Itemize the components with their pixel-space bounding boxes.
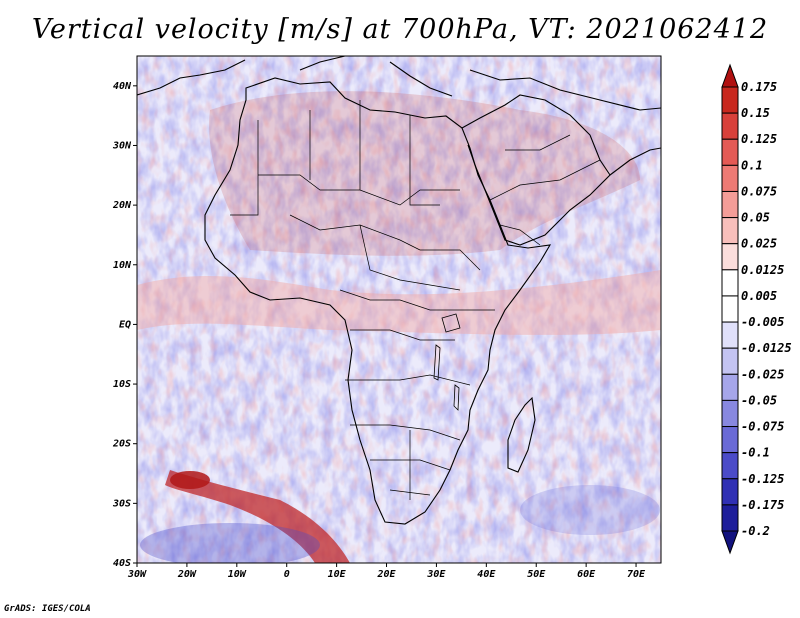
frontal-vortex	[170, 471, 210, 489]
lon-label: 10W	[228, 569, 247, 580]
lon-label: 0	[284, 569, 290, 580]
colorbar-segment	[721, 138, 739, 166]
lon-label: 40E	[477, 569, 496, 580]
colorbar-level-label: -0.175	[741, 498, 784, 512]
colorbar-segment	[721, 426, 739, 454]
colorbar-level-label: 0.15	[741, 106, 770, 120]
africa-coastline	[204, 77, 552, 525]
itcz-band	[137, 270, 661, 335]
colorbar-segment	[721, 112, 739, 140]
colorbar-segment	[721, 217, 739, 245]
colorbar-level-label: -0.05	[741, 393, 777, 407]
longitude-axis: 30W 20W 10W 0 10E 20E 30E 40E 50E 60E 70E	[127, 563, 646, 580]
colorbar-segment	[721, 190, 739, 219]
colorbar-segment	[721, 295, 739, 323]
lon-label: 20E	[376, 569, 396, 580]
colorbar-level-label: 0.05	[741, 211, 770, 225]
colorbar-segment	[721, 164, 739, 192]
lon-label: 30W	[127, 569, 147, 580]
northern-coastline	[137, 56, 661, 176]
field-noise-red	[137, 56, 661, 563]
arabia-coastline	[461, 94, 611, 246]
colorbar-level-label: -0.075	[741, 420, 784, 434]
southern-subsidence-east	[520, 485, 660, 535]
velocity-field	[137, 56, 661, 563]
plot-frame	[136, 55, 662, 564]
colorbar-segment	[721, 373, 739, 401]
colorbar-level-label: 0.075	[741, 184, 777, 198]
lat-label: 40N	[113, 81, 132, 92]
lon-label: 10E	[328, 569, 347, 580]
colorbar-bottom-arrow	[721, 530, 739, 555]
lon-label: 30E	[426, 569, 446, 580]
southern-subsidence-west	[140, 523, 320, 563]
colorbar-level-label: 0.005	[741, 289, 777, 303]
colorbar-level-label: -0.125	[741, 472, 784, 486]
madagascar-outline	[507, 396, 536, 473]
frontal-band	[165, 470, 350, 563]
lake-tanganyika	[433, 344, 441, 381]
colorbar-segment	[721, 452, 739, 480]
sahara-active	[209, 91, 640, 256]
colorbar-segment	[721, 321, 739, 349]
lon-label: 20W	[177, 569, 197, 580]
colorbar-segment	[721, 86, 739, 114]
colorbar-segment	[721, 347, 739, 375]
lake-victoria	[441, 313, 461, 333]
map-title: Vertical velocity [m/s] at 700hPa, VT: 2…	[31, 14, 769, 45]
lat-label: 40S	[113, 558, 131, 569]
colorbar-segment	[721, 478, 739, 506]
grads-credit: GrADS: IGES/COLA	[4, 604, 91, 614]
lon-label: 70E	[627, 569, 646, 580]
colorbar-segment	[721, 243, 739, 271]
colorbar-level-label: -0.2	[741, 524, 770, 538]
lat-label: 30N	[112, 140, 132, 151]
lat-label: 20N	[112, 200, 132, 211]
colorbar-level-label: 0.175	[741, 80, 777, 94]
colorbar-level-label: 0.125	[741, 132, 777, 146]
lake-malawi	[453, 384, 460, 411]
latitude-axis: 40N 30N 20N 10N EQ 10S 20S 30S 40S	[112, 81, 137, 569]
lat-label: 30S	[112, 498, 131, 509]
colorbar-segment	[721, 269, 739, 297]
lon-label: 50E	[527, 569, 546, 580]
colorbar-level-label: -0.005	[741, 315, 784, 329]
colorbar-level-label: 0.0125	[741, 263, 784, 277]
colorbar-level-label: -0.025	[741, 367, 784, 381]
colorbar-level-label: -0.0125	[741, 341, 792, 355]
lat-label: EQ	[119, 319, 131, 330]
colorbar-level-label: 0.025	[741, 237, 777, 251]
lat-label: 10N	[113, 260, 132, 271]
colorbar-level-label: 0.1	[741, 158, 763, 172]
lon-label: 60E	[577, 569, 596, 580]
colorbar-segment	[721, 504, 739, 532]
country-borders	[230, 100, 601, 500]
colorbar: 0.175 0.15 0.125 0.1 0.075 0.05 0.025 0.0125 0.0…	[721, 63, 792, 555]
colorbar-segment	[721, 399, 739, 428]
colorbar-level-label: -0.1	[741, 446, 770, 460]
lat-label: 20S	[112, 439, 131, 450]
lat-label: 10S	[113, 379, 131, 390]
colorbar-top-arrow	[721, 63, 739, 88]
